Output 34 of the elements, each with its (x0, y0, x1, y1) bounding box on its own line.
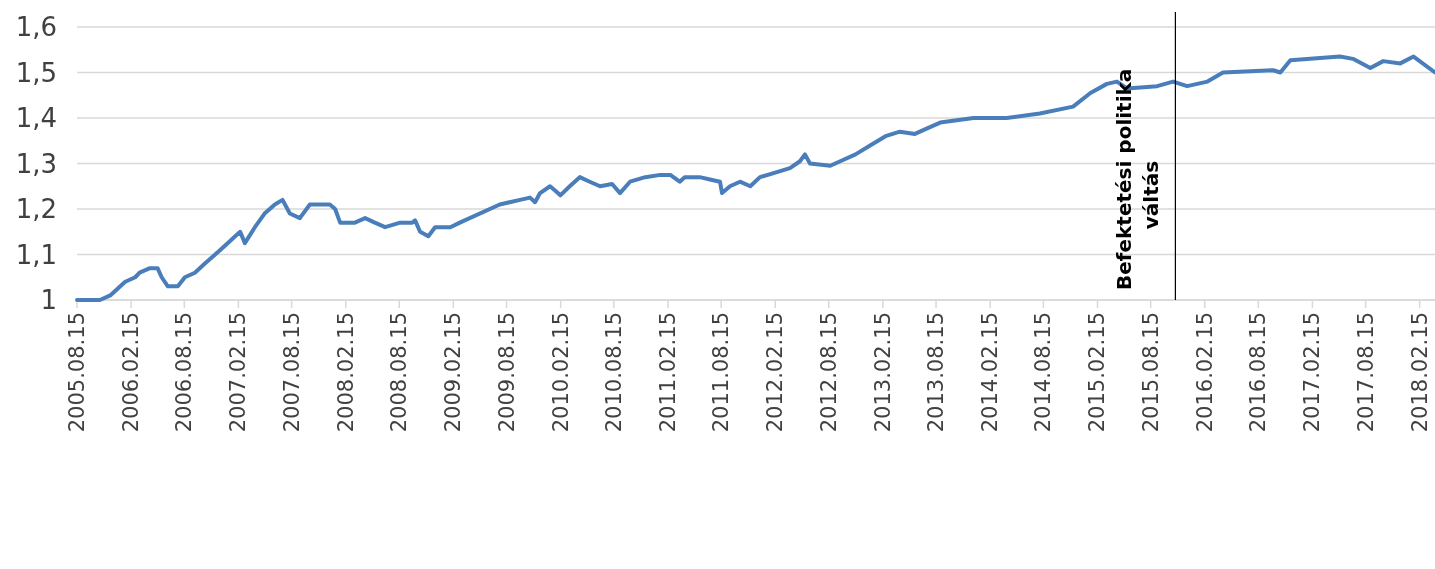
x-tick-label: 2012.08.15 (816, 312, 841, 433)
x-tick-label: 2014.02.15 (978, 312, 1003, 433)
x-tick-label: 2009.08.15 (494, 312, 519, 433)
x-tick-label: 2018.02.15 (1407, 312, 1432, 433)
y-tick-label: 1,1 (15, 239, 57, 270)
x-tick-label: 2007.08.15 (279, 312, 304, 433)
x-tick-label: 2006.02.15 (119, 312, 144, 433)
ref-line-label: Befektetési politika váltás (1112, 68, 1164, 290)
y-tick-label: 1 (40, 285, 57, 315)
x-tick-label: 2012.02.15 (763, 312, 788, 433)
x-tick-label: 2008.08.15 (387, 312, 412, 433)
x-tick-label: 2016.02.15 (1192, 312, 1217, 433)
y-tick-label: 1,3 (15, 148, 57, 179)
y-tick-label: 1,2 (15, 194, 57, 224)
x-tick-label: 2006.08.15 (172, 312, 197, 433)
x-tick-label: 2013.02.15 (870, 312, 895, 433)
x-tick-label: 2008.02.15 (333, 312, 358, 433)
x-tick-label: 2010.02.15 (548, 312, 573, 433)
x-tick-label: 2005.08.15 (65, 312, 89, 433)
x-tick-label: 2010.08.15 (601, 312, 626, 433)
y-tick-label: 1,6 (15, 12, 57, 42)
x-tick-label: 2011.02.15 (655, 312, 680, 433)
x-tick-label: 2015.08.15 (1138, 312, 1163, 433)
x-tick-label: 2017.08.15 (1353, 312, 1378, 433)
x-tick-label: 2016.08.15 (1246, 312, 1271, 433)
x-tick-label: 2014.08.15 (1031, 312, 1056, 433)
y-tick-label: 1,4 (15, 103, 57, 133)
x-tick-label: 2013.08.15 (924, 312, 949, 433)
x-tick-label: 2009.02.15 (441, 312, 466, 433)
x-tick-label: 2015.02.15 (1085, 312, 1110, 433)
x-tick-label: 2011.08.15 (709, 312, 734, 433)
x-tick-label: 2017.02.15 (1300, 312, 1325, 433)
y-tick-label: 1,5 (15, 57, 57, 88)
x-tick-label: 2007.02.15 (226, 312, 251, 433)
